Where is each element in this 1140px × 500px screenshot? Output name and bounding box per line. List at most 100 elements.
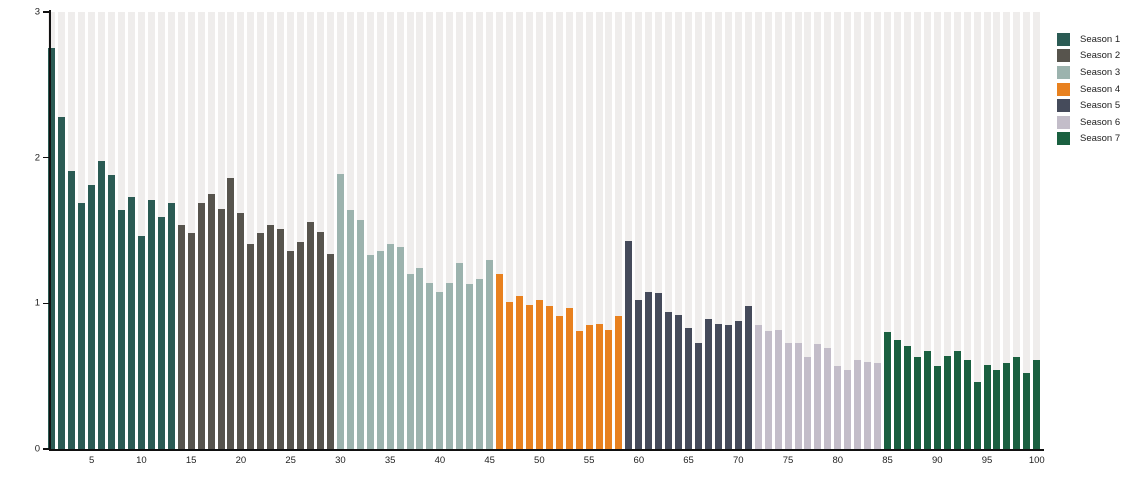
bar (943, 355, 951, 449)
background-stripe (247, 12, 255, 449)
bar (903, 345, 911, 449)
background-stripe (695, 12, 703, 449)
bar (933, 365, 941, 449)
background-stripe (645, 12, 653, 449)
background-stripe (326, 12, 334, 449)
bar (973, 381, 981, 449)
background-stripe (814, 12, 822, 449)
background-stripe (824, 12, 832, 449)
background-stripe (1013, 12, 1021, 449)
bar (118, 210, 126, 449)
legend-item: Season 6 (1057, 114, 1120, 131)
bar (854, 360, 862, 449)
bar (1033, 360, 1041, 449)
bar (127, 196, 135, 449)
bar (555, 316, 563, 449)
background-stripe (565, 12, 573, 449)
bar (346, 210, 354, 449)
x-tick-label: 35 (384, 455, 396, 466)
x-tick-label: 70 (733, 455, 744, 466)
bar (98, 160, 106, 449)
bar (993, 370, 1001, 449)
bar (864, 361, 872, 449)
legend-swatch (1057, 32, 1070, 46)
background-stripe (446, 12, 454, 449)
bar (287, 250, 295, 449)
background-stripe (615, 12, 623, 449)
bar (764, 331, 772, 449)
bar (585, 325, 593, 449)
x-tick-label: 80 (832, 455, 844, 466)
bar (675, 314, 683, 449)
bar (68, 170, 76, 449)
legend-item: Season 7 (1057, 131, 1120, 148)
background-stripe (525, 12, 533, 449)
background-stripe (575, 12, 583, 449)
background-stripe (625, 12, 633, 449)
bar (277, 229, 285, 449)
background-stripe (744, 12, 752, 449)
background-stripe (257, 12, 265, 449)
bar (645, 291, 653, 449)
background-stripe (496, 12, 504, 449)
legend-item: Season 4 (1057, 81, 1120, 98)
bar (615, 316, 623, 449)
bar (913, 357, 921, 449)
legend-swatch (1057, 82, 1070, 96)
background-stripe (1003, 12, 1011, 449)
background-stripe (893, 12, 901, 449)
bar (336, 173, 344, 449)
bar (237, 213, 245, 449)
y-tick-label: 1 (34, 297, 40, 309)
x-tick-label: 10 (136, 455, 147, 466)
bar (217, 208, 225, 449)
bar (754, 325, 762, 449)
x-tick-label: 40 (434, 455, 446, 466)
background-stripe (864, 12, 872, 449)
bar (983, 364, 991, 449)
legend-swatch (1057, 49, 1070, 63)
bar (376, 250, 384, 449)
background-stripe (903, 12, 911, 449)
background-stripe (1023, 12, 1031, 449)
background-stripe (635, 12, 643, 449)
bar (685, 328, 693, 449)
background-stripe (426, 12, 434, 449)
background-stripe (655, 12, 663, 449)
bar (506, 301, 513, 449)
bar (316, 231, 324, 449)
background-stripe (734, 12, 742, 449)
bar (953, 351, 961, 449)
bar (416, 268, 424, 449)
bar (814, 344, 822, 449)
x-tick-label: 85 (882, 455, 893, 466)
bar (884, 332, 892, 449)
x-tick-label: 20 (235, 455, 247, 466)
background-stripe (685, 12, 693, 449)
background-stripe (316, 12, 324, 449)
bar (197, 202, 205, 449)
bar (794, 342, 802, 449)
bar (893, 339, 901, 449)
bar (625, 240, 633, 449)
bar (535, 300, 543, 449)
background-stripe (854, 12, 862, 449)
x-tick-label: 5 (89, 455, 95, 466)
background-stripe (724, 12, 732, 449)
y-axis-line (49, 10, 51, 449)
background-stripe (466, 12, 474, 449)
bar (267, 224, 275, 449)
y-tick-label: 3 (34, 6, 40, 18)
bar (466, 284, 474, 449)
background-stripe (714, 12, 722, 449)
legend-item: Season 5 (1057, 97, 1120, 114)
bar (486, 259, 494, 449)
bar (366, 255, 374, 449)
bar (655, 293, 663, 449)
bar (326, 253, 334, 449)
background-stripe (396, 12, 404, 449)
bar (297, 242, 305, 449)
y-tick-mark (43, 448, 49, 450)
